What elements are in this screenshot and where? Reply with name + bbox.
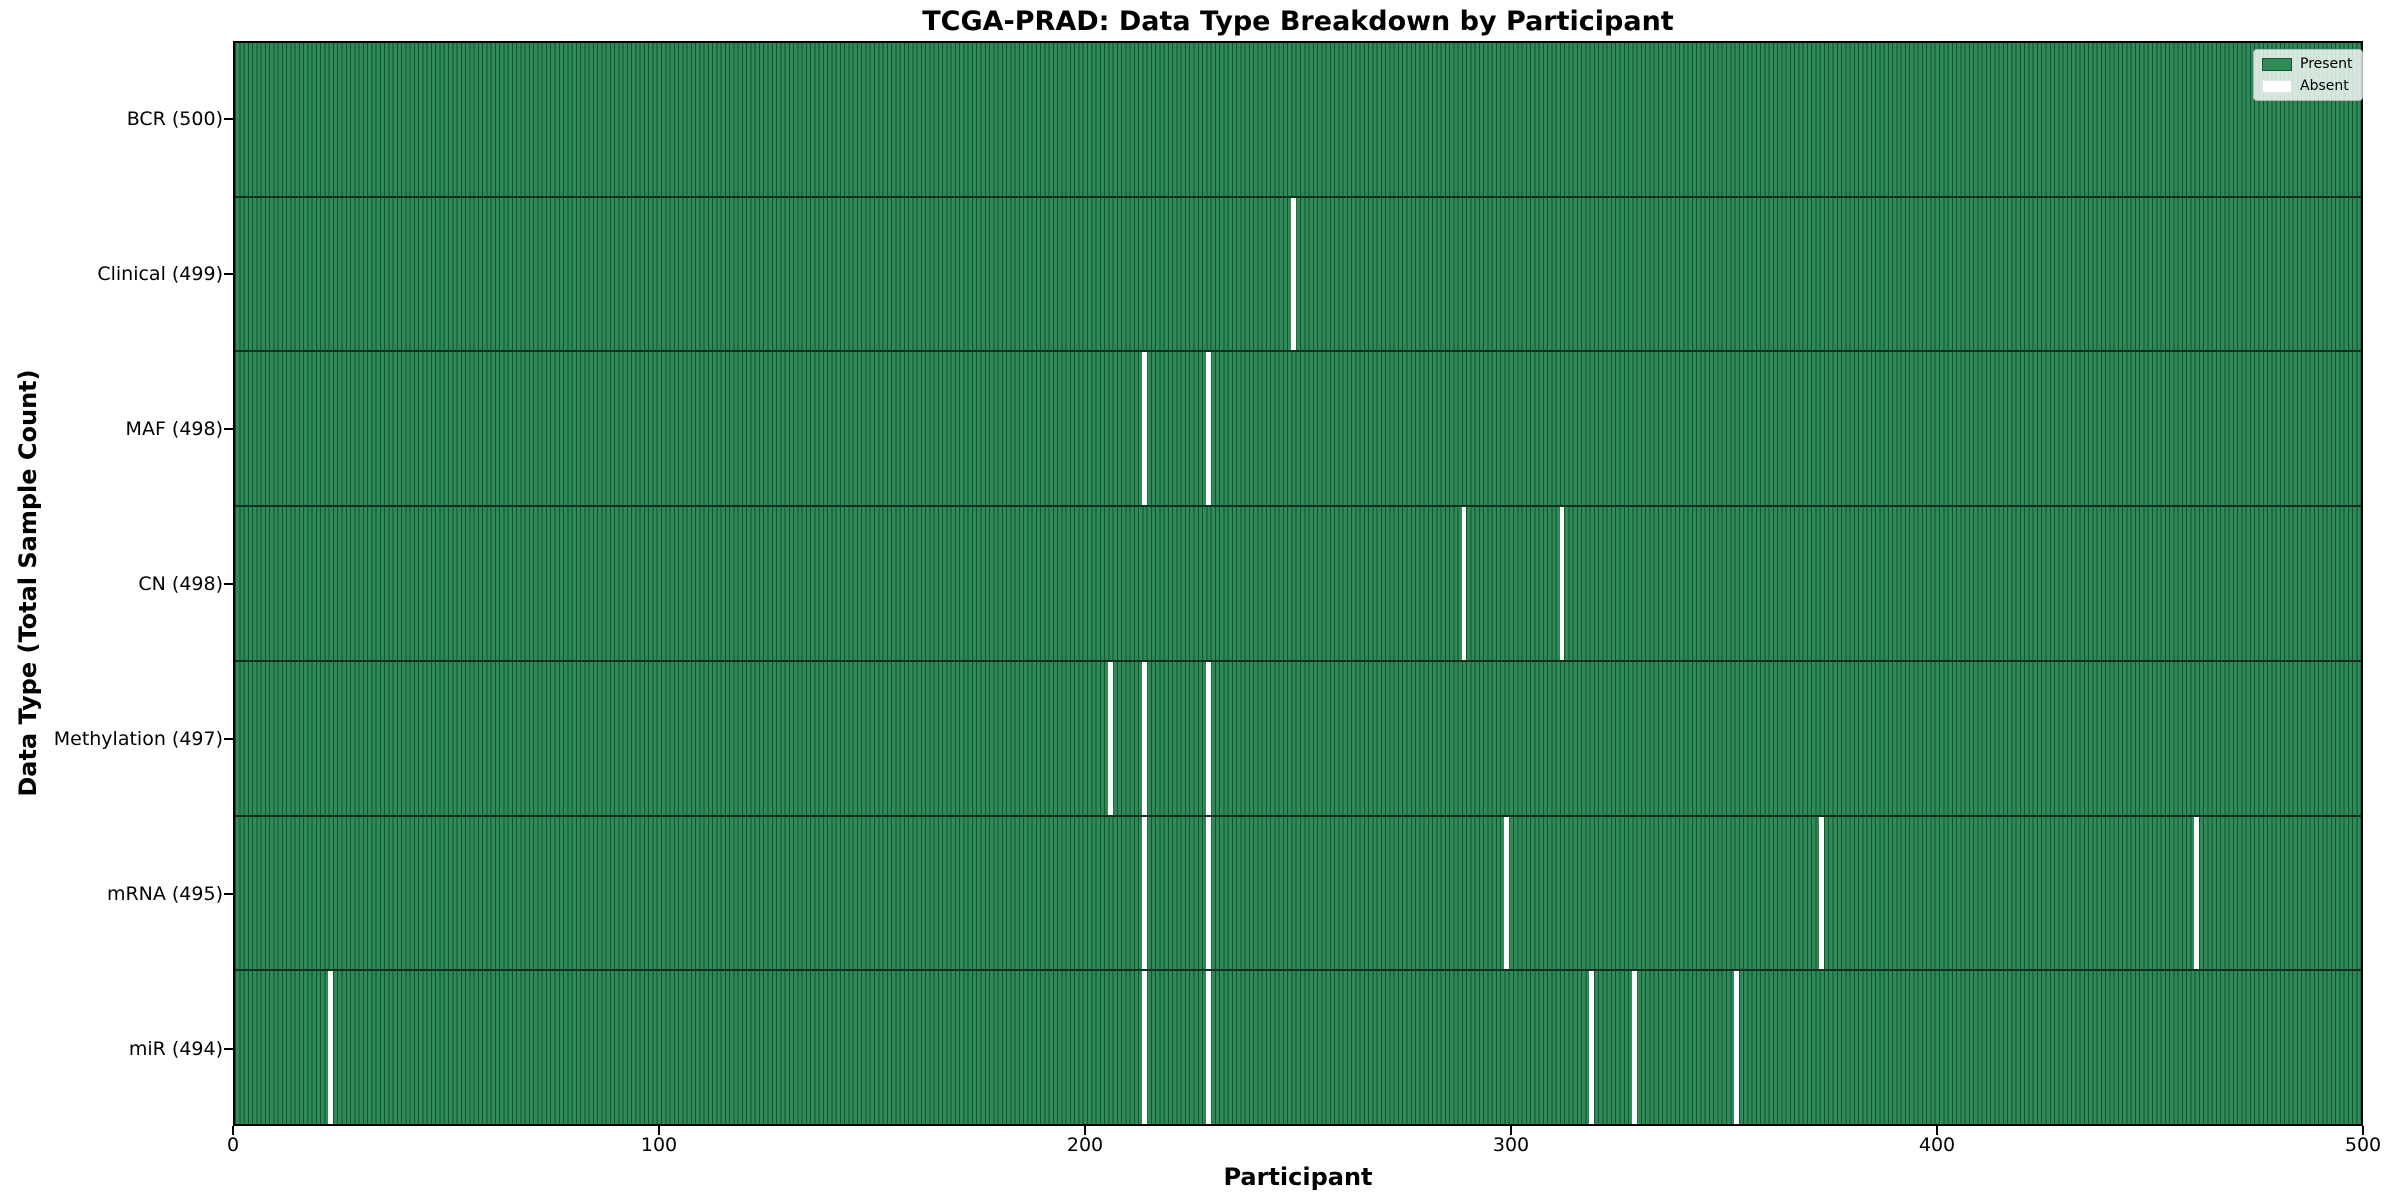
absent-gap <box>1142 816 1147 970</box>
x-tick-label: 100 <box>640 1134 678 1156</box>
heatmap-row-BCR <box>235 43 2361 196</box>
legend-label-present: Present <box>2300 56 2353 72</box>
legend-entry-absent: Absent <box>2262 78 2354 94</box>
x-tick-label: 0 <box>226 1134 240 1156</box>
legend-label-absent: Absent <box>2300 78 2349 94</box>
y-tick-label: Clinical (499) <box>97 262 223 285</box>
heatmap-row-Clinical <box>235 195 2361 351</box>
heatmap-row-mRNA <box>235 814 2361 970</box>
absent-gap <box>328 971 334 1125</box>
absent-gap <box>1819 816 1825 970</box>
absent-gap <box>1142 971 1147 1125</box>
absent-swatch-icon <box>2262 79 2292 93</box>
x-tick-mark <box>658 1126 660 1135</box>
absent-gap <box>1142 352 1147 506</box>
y-tick-label: miR (494) <box>128 1037 223 1060</box>
absent-gap <box>1631 971 1637 1125</box>
y-tick-label: MAF (498) <box>125 417 223 440</box>
y-tick-label: mRNA (495) <box>106 882 223 905</box>
heatmap-row-MAF <box>235 350 2361 506</box>
absent-gap <box>1734 971 1740 1125</box>
absent-gap <box>1205 816 1211 970</box>
absent-gap <box>1142 661 1147 815</box>
absent-gap <box>1504 816 1509 970</box>
y-tick-mark <box>224 1047 233 1050</box>
heatmap-row-CN <box>235 505 2361 660</box>
absent-gap <box>2194 816 2200 970</box>
absent-gap <box>1205 352 1211 506</box>
y-tick-mark <box>224 272 233 275</box>
y-tick-mark <box>224 892 233 895</box>
x-tick-mark <box>2362 1126 2364 1135</box>
y-tick-mark <box>224 427 233 430</box>
present-swatch-icon <box>2262 57 2292 71</box>
absent-gap <box>1559 507 1565 660</box>
absent-gap <box>1589 971 1595 1125</box>
y-tick-mark <box>224 737 233 740</box>
x-tick-label: 500 <box>2344 1134 2382 1156</box>
x-tick-label: 300 <box>1492 1134 1530 1156</box>
heatmap-row-Methylation <box>235 659 2361 815</box>
y-tick-label: Methylation (497) <box>53 727 223 750</box>
absent-gap <box>1108 661 1113 815</box>
y-tick-label: BCR (500) <box>126 107 223 130</box>
x-tick-mark <box>1510 1126 1512 1135</box>
x-tick-mark <box>232 1126 234 1135</box>
plot-area <box>233 41 2363 1126</box>
y-tick-mark <box>224 117 233 120</box>
legend: Present Absent <box>2253 49 2363 101</box>
y-tick-mark <box>224 582 233 585</box>
chart-title: TCGA-PRAD: Data Type Breakdown by Partic… <box>922 6 1674 37</box>
absent-gap <box>1205 661 1211 815</box>
x-tick-label: 200 <box>1066 1134 1104 1156</box>
y-axis-label: Data Type (Total Sample Count) <box>14 369 42 797</box>
x-tick-mark <box>1084 1126 1086 1135</box>
absent-gap <box>1291 197 1296 351</box>
x-tick-mark <box>1936 1126 1938 1135</box>
absent-gap <box>1205 971 1211 1125</box>
absent-gap <box>1461 507 1467 660</box>
y-tick-label: CN (498) <box>138 572 223 595</box>
x-tick-label: 400 <box>1918 1134 1956 1156</box>
heatmap-row-miR <box>235 969 2361 1125</box>
x-axis-label: Participant <box>1223 1163 1373 1191</box>
legend-entry-present: Present <box>2262 56 2354 72</box>
